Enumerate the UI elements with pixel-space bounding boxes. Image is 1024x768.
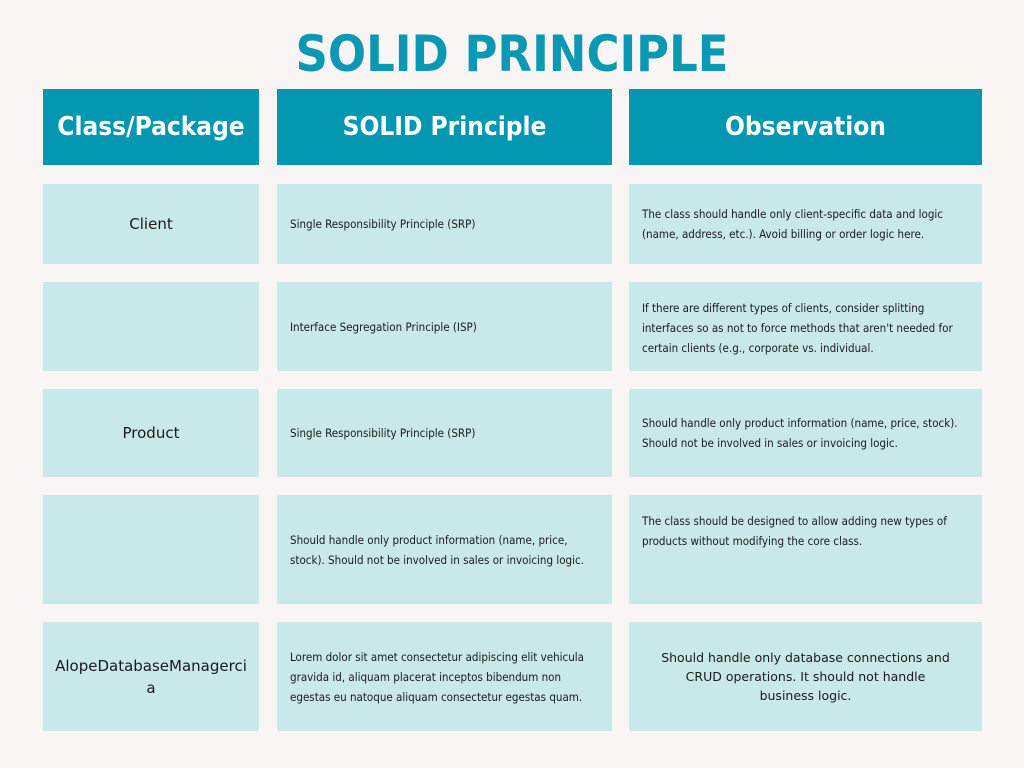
column-header-observation: Observation [629, 89, 982, 165]
observation-cell: Should handle only product information (… [629, 389, 982, 477]
observation-cell: The class should handle only client-spec… [629, 184, 982, 264]
class-cell: Client [43, 184, 259, 264]
class-cell [43, 282, 259, 371]
class-cell: AlopeDatabaseManagercia [43, 622, 259, 731]
column-header-class-package: Class/Package [43, 89, 259, 165]
principle-cell: Single Responsibility Principle (SRP) [277, 184, 612, 264]
principle-cell: Interface Segregation Principle (ISP) [277, 282, 612, 371]
observation-cell: Should handle only database connections … [629, 622, 982, 731]
page-title: SOLID PRINCIPLE [295, 25, 729, 83]
principle-cell: Should handle only product information (… [277, 495, 612, 604]
observation-cell: The class should be designed to allow ad… [629, 495, 982, 604]
class-cell [43, 495, 259, 604]
principle-cell: Single Responsibility Principle (SRP) [277, 389, 612, 477]
column-header-solid-principle: SOLID Principle [277, 89, 612, 165]
observation-cell: If there are different types of clients,… [629, 282, 982, 371]
principle-cell: Lorem dolor sit amet consectetur adipisc… [277, 622, 612, 731]
class-cell: Product [43, 389, 259, 477]
